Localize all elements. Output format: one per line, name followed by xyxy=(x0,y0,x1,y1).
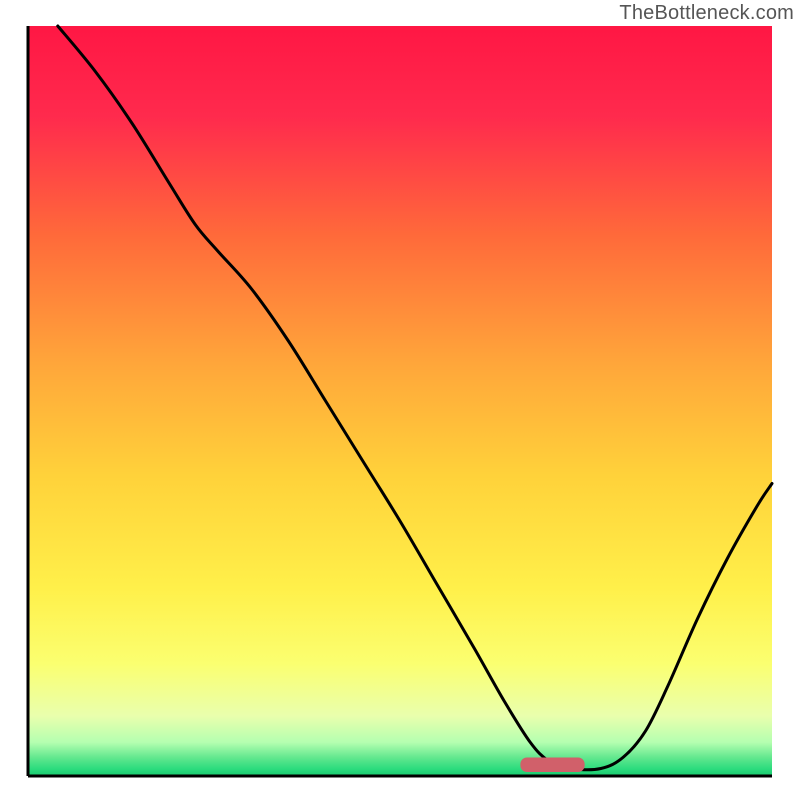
watermark-text: TheBottleneck.com xyxy=(619,2,794,25)
optimum-marker xyxy=(521,758,584,772)
bottleneck-chart xyxy=(0,0,800,800)
gradient-background xyxy=(28,26,772,776)
